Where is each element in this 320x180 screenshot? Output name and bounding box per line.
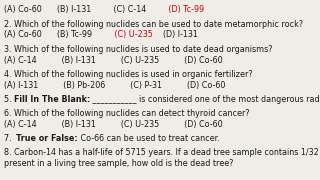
Text: 5.: 5. (4, 95, 14, 104)
Text: (A) C-14          (B) I-131          (C) U-235          (D) Co-60: (A) C-14 (B) I-131 (C) U-235 (D) Co-60 (4, 56, 222, 65)
Text: (B) Tc-99: (B) Tc-99 (42, 30, 92, 39)
Text: (C) C-14: (C) C-14 (91, 5, 146, 14)
Text: 4. Which of the following nuclides is used in organic fertilizer?: 4. Which of the following nuclides is us… (4, 70, 252, 79)
Text: (A) Co-60: (A) Co-60 (4, 5, 42, 14)
Text: (C) U-235: (C) U-235 (92, 30, 153, 39)
Text: Fill In The Blank:: Fill In The Blank: (14, 95, 90, 104)
Text: ___________ is considered one of the most dangerous radioisotopes.: ___________ is considered one of the mos… (90, 95, 320, 104)
Text: 3. Which of the following nuclides is used to date dead organisms?: 3. Which of the following nuclides is us… (4, 45, 272, 54)
Text: (A) I-131          (B) Pb-206          (C) P-31          (D) Co-60: (A) I-131 (B) Pb-206 (C) P-31 (D) Co-60 (4, 81, 225, 90)
Text: present in a living tree sample, how old is the dead tree?: present in a living tree sample, how old… (4, 159, 233, 168)
Text: Co-66 can be used to treat cancer.: Co-66 can be used to treat cancer. (78, 134, 220, 143)
Text: (A) C-14          (B) I-131          (C) U-235          (D) Co-60: (A) C-14 (B) I-131 (C) U-235 (D) Co-60 (4, 120, 222, 129)
Text: (B) I-131: (B) I-131 (42, 5, 91, 14)
Text: 7.: 7. (4, 134, 16, 143)
Text: (A) Co-60: (A) Co-60 (4, 30, 42, 39)
Text: (D) Tc-99: (D) Tc-99 (146, 5, 204, 14)
Text: 2. Which of the following nuclides can be used to date metamorphic rock?: 2. Which of the following nuclides can b… (4, 20, 303, 29)
Text: True or False:: True or False: (16, 134, 78, 143)
Text: (D) I-131: (D) I-131 (153, 30, 197, 39)
Text: 8. Carbon-14 has a half-life of 5715 years. If a dead tree sample contains 1/32 : 8. Carbon-14 has a half-life of 5715 yea… (4, 148, 320, 157)
Text: 6. Which of the following nuclides can detect thyroid cancer?: 6. Which of the following nuclides can d… (4, 109, 250, 118)
